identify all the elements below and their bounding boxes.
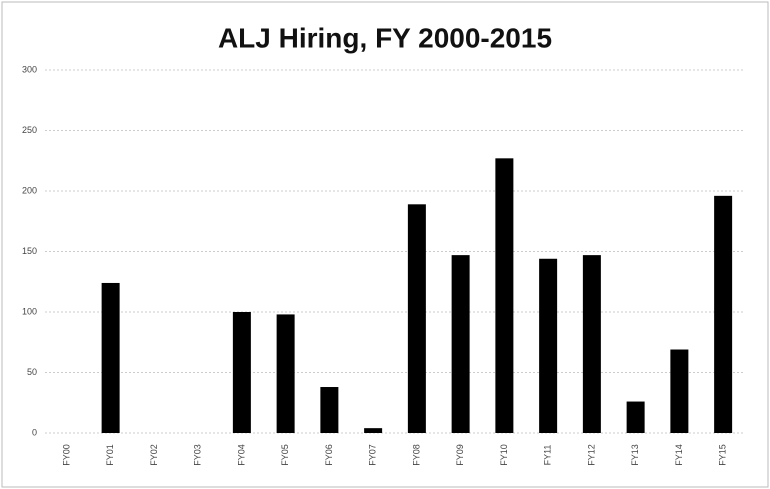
x-tick-label: FY15 (718, 444, 728, 466)
bar (364, 428, 383, 433)
bar (451, 255, 470, 433)
bar (626, 401, 645, 433)
bar (495, 158, 514, 433)
x-tick-label: FY05 (280, 444, 290, 466)
y-tick-label: 100 (22, 306, 37, 316)
x-tick-label: FY13 (630, 444, 640, 466)
bar (276, 314, 295, 433)
bar (670, 349, 689, 433)
y-tick-label: 200 (22, 185, 37, 195)
x-tick-label: FY11 (543, 445, 553, 466)
bar (320, 387, 339, 433)
bar (714, 195, 733, 433)
x-tick-label: FY07 (368, 444, 378, 466)
x-tick-label: FY06 (324, 444, 334, 466)
x-tick-label: FY04 (236, 444, 246, 466)
x-tick-label: FY10 (499, 444, 509, 466)
y-tick-label: 250 (22, 125, 37, 135)
y-tick-label: 0 (32, 427, 37, 437)
bar (539, 258, 558, 433)
y-tick-label: 50 (27, 367, 37, 377)
x-tick-label: FY03 (193, 444, 203, 466)
y-tick-label: 150 (22, 246, 37, 256)
bar (407, 204, 426, 433)
x-tick-label: FY00 (61, 444, 71, 466)
x-tick-label: FY01 (105, 444, 115, 466)
x-tick-label: FY12 (586, 444, 596, 466)
x-tick-label: FY02 (149, 444, 159, 466)
chart-title: ALJ Hiring, FY 2000-2015 (218, 22, 552, 53)
bar (101, 282, 120, 433)
y-tick-label: 300 (22, 64, 37, 74)
x-tick-label: FY14 (674, 444, 684, 466)
bar (582, 255, 601, 433)
bar (232, 312, 251, 433)
x-tick-label: FY08 (411, 444, 421, 466)
x-tick-label: FY09 (455, 444, 465, 466)
